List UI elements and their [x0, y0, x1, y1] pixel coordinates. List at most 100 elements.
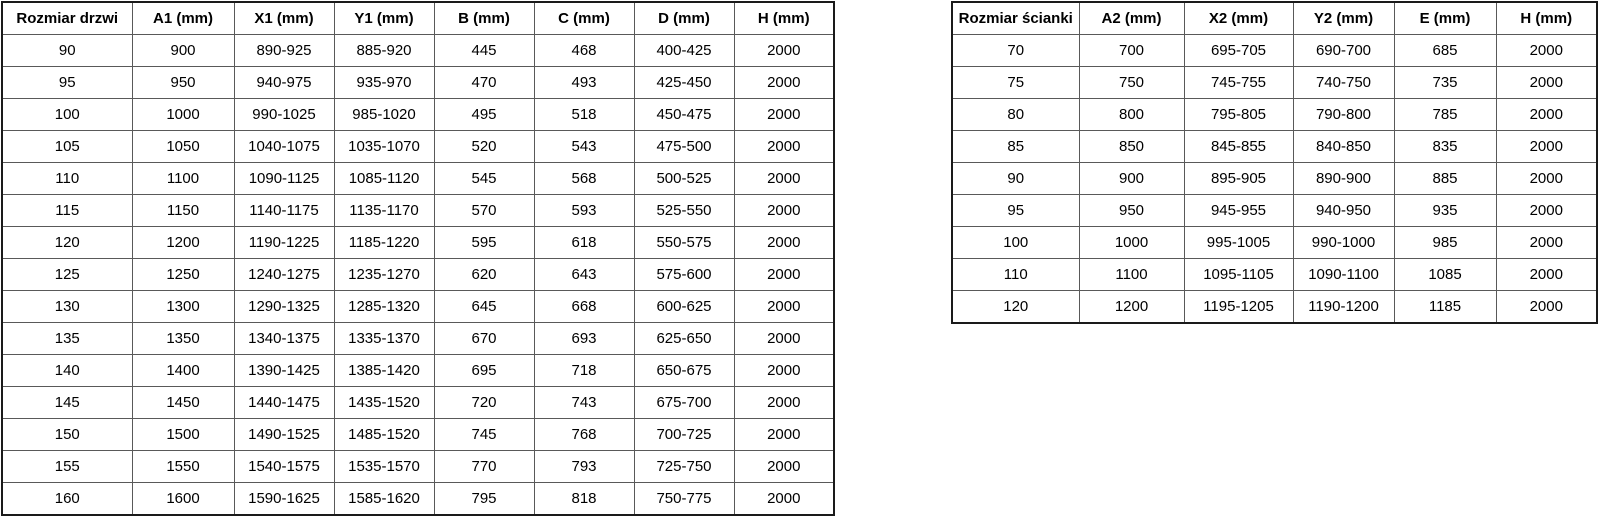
table-cell: 1590-1625: [233, 482, 335, 516]
column-header: E (mm): [1393, 1, 1497, 35]
table-cell: 1485-1520: [333, 418, 435, 451]
table-cell: 1200: [131, 226, 235, 259]
table-cell: 1150: [131, 194, 235, 227]
table-cell: 160: [1, 482, 133, 516]
table-cell: 1090-1100: [1292, 258, 1395, 291]
table-cell: 70: [951, 34, 1080, 67]
column-header: Rozmiar ścianki: [951, 1, 1080, 35]
table-cell: 818: [533, 482, 635, 516]
table-row: 80 800 795-805 790-800 785 2000: [951, 98, 1598, 131]
table-row: 160 1600 1590-1625 1585-1620 795 818 750-775 20…: [1, 482, 835, 516]
column-header: H (mm): [733, 1, 835, 35]
table-cell: 95: [951, 194, 1080, 227]
table-cell: 1400: [131, 354, 235, 387]
table-cell: 130: [1, 290, 133, 323]
table-cell: 935-970: [333, 66, 435, 99]
table-cell: 1135-1170: [333, 194, 435, 227]
table-cell: 700-725: [633, 418, 735, 451]
table-cell: 985: [1393, 226, 1497, 259]
table-cell: 1200: [1078, 290, 1185, 324]
column-header: H (mm): [1495, 1, 1598, 35]
table-cell: 840-850: [1292, 130, 1395, 163]
table-cell: 950: [1078, 194, 1185, 227]
table-cell: 720: [433, 386, 535, 419]
table-cell: 400-425: [633, 34, 735, 67]
table-cell: 2000: [733, 98, 835, 131]
table-cell: 2000: [733, 258, 835, 291]
table-cell: 885: [1393, 162, 1497, 195]
table-cell: 2000: [1495, 98, 1598, 131]
table-cell: 1540-1575: [233, 450, 335, 483]
table-cell: 1100: [131, 162, 235, 195]
table-cell: 845-855: [1183, 130, 1294, 163]
table-row: 90 900 895-905 890-900 885 2000: [951, 162, 1598, 195]
table-cell: 995-1005: [1183, 226, 1294, 259]
table-cell: 668: [533, 290, 635, 323]
table-cell: 1490-1525: [233, 418, 335, 451]
table-cell: 618: [533, 226, 635, 259]
table-cell: 745-755: [1183, 66, 1294, 99]
table-cell: 675-700: [633, 386, 735, 419]
table-cell: 470: [433, 66, 535, 99]
table-cell: 1440-1475: [233, 386, 335, 419]
table-cell: 900: [1078, 162, 1185, 195]
table-cell: 1535-1570: [333, 450, 435, 483]
table-cell: 1035-1070: [333, 130, 435, 163]
table-cell: 620: [433, 258, 535, 291]
table-cell: 790-800: [1292, 98, 1395, 131]
table-cell: 110: [951, 258, 1080, 291]
table-cell: 115: [1, 194, 133, 227]
table-cell: 1185: [1393, 290, 1497, 324]
table-cell: 1385-1420: [333, 354, 435, 387]
table-cell: 1040-1075: [233, 130, 335, 163]
table-cell: 2000: [1495, 290, 1598, 324]
table-cell: 2000: [733, 162, 835, 195]
table-cell: 445: [433, 34, 535, 67]
table-cell: 2000: [1495, 226, 1598, 259]
table-cell: 940-950: [1292, 194, 1395, 227]
table-cell: 2000: [733, 482, 835, 516]
table-cell: 650-675: [633, 354, 735, 387]
table-cell: 1585-1620: [333, 482, 435, 516]
table-cell: 1000: [131, 98, 235, 131]
table-row: 75 750 745-755 740-750 735 2000: [951, 66, 1598, 99]
table-cell: 2000: [733, 130, 835, 163]
table-cell: 125: [1, 258, 133, 291]
table-cell: 835: [1393, 130, 1497, 163]
table-row: 95 950 945-955 940-950 935 2000: [951, 194, 1598, 227]
table-cell: 550-575: [633, 226, 735, 259]
table-cell: 525-550: [633, 194, 735, 227]
table-cell: 693: [533, 322, 635, 355]
table-row: 125 1250 1240-1275 1235-1270 620 643 575-600 20…: [1, 258, 835, 291]
table-row: 145 1450 1440-1475 1435-1520 720 743 675-700 20…: [1, 386, 835, 419]
table-cell: 468: [533, 34, 635, 67]
door-size-table: Rozmiar drzwi A1 (mm) X1 (mm) Y1 (mm) B (mm)…: [1, 1, 835, 516]
table-cell: 940-975: [233, 66, 335, 99]
table-row: 155 1550 1540-1575 1535-1570 770 793 725-750 20…: [1, 450, 835, 483]
table-cell: 895-905: [1183, 162, 1294, 195]
table-cell: 593: [533, 194, 635, 227]
table-cell: 900: [131, 34, 235, 67]
table-cell: 1240-1275: [233, 258, 335, 291]
table-cell: 740-750: [1292, 66, 1395, 99]
column-header: Y1 (mm): [333, 1, 435, 35]
table-cell: 1235-1270: [333, 258, 435, 291]
table-row: 130 1300 1290-1325 1285-1320 645 668 600-625 20…: [1, 290, 835, 323]
table-cell: 770: [433, 450, 535, 483]
table-row: 150 1500 1490-1525 1485-1520 745 768 700-725 20…: [1, 418, 835, 451]
table-cell: 545: [433, 162, 535, 195]
table-cell: 1090-1125: [233, 162, 335, 195]
table-cell: 2000: [733, 386, 835, 419]
table-cell: 1450: [131, 386, 235, 419]
column-header: D (mm): [633, 1, 735, 35]
table-cell: 600-625: [633, 290, 735, 323]
table-cell: 1185-1220: [333, 226, 435, 259]
table-cell: 110: [1, 162, 133, 195]
table-cell: 543: [533, 130, 635, 163]
table-cell: 985-1020: [333, 98, 435, 131]
table-cell: 1000: [1078, 226, 1185, 259]
table-cell: 795: [433, 482, 535, 516]
table-cell: 625-650: [633, 322, 735, 355]
column-header: Y2 (mm): [1292, 1, 1395, 35]
table-cell: 725-750: [633, 450, 735, 483]
